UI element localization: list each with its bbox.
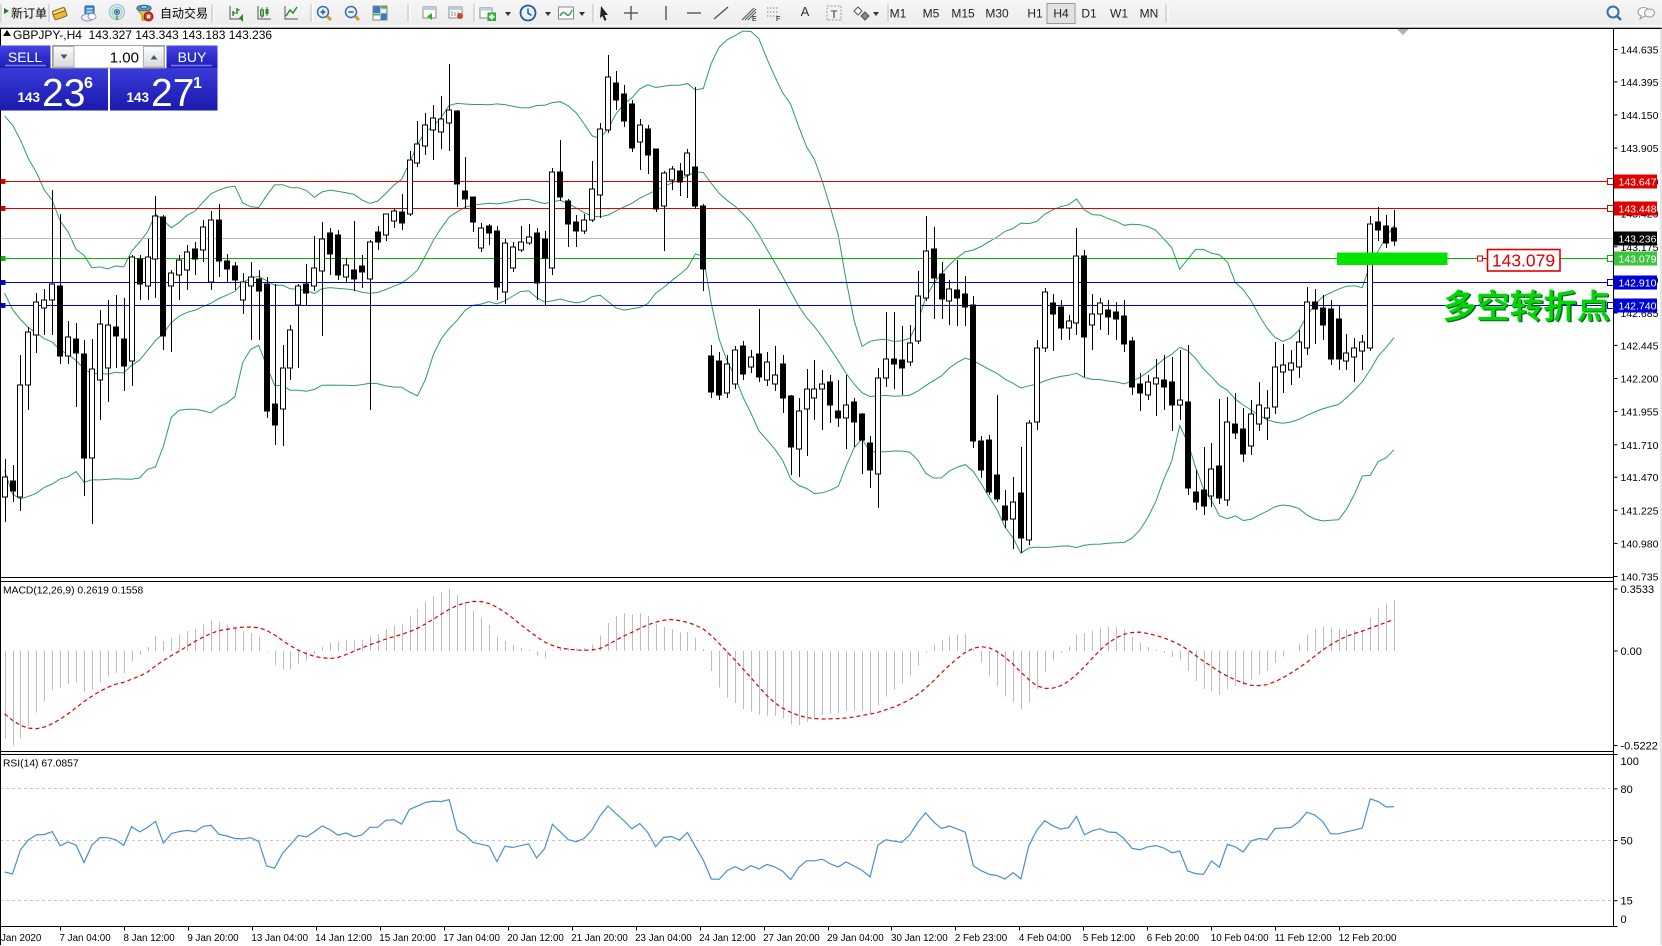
svg-text:4 Feb 04:00: 4 Feb 04:00 bbox=[1019, 933, 1072, 944]
svg-text:MACD(12,26,9) 0.2619 0.1558: MACD(12,26,9) 0.2619 0.1558 bbox=[3, 586, 144, 597]
svg-text:SELL: SELL bbox=[8, 49, 42, 65]
svg-text:142.445: 142.445 bbox=[1621, 340, 1659, 352]
svg-text:143.448: 143.448 bbox=[1619, 204, 1657, 216]
svg-text:M30: M30 bbox=[985, 7, 1009, 21]
svg-text:-0.5222: -0.5222 bbox=[1621, 741, 1658, 753]
svg-text:50: 50 bbox=[1621, 836, 1633, 848]
svg-text:100: 100 bbox=[1621, 756, 1639, 768]
svg-text:自动交易: 自动交易 bbox=[160, 6, 208, 21]
svg-text:F: F bbox=[776, 16, 780, 23]
svg-text:6 Feb 20:00: 6 Feb 20:00 bbox=[1147, 933, 1200, 944]
svg-text:H1: H1 bbox=[1027, 7, 1043, 21]
svg-text:M5: M5 bbox=[923, 7, 940, 21]
svg-text:27 Jan 20:00: 27 Jan 20:00 bbox=[763, 933, 820, 944]
svg-text:9 Jan 20:00: 9 Jan 20:00 bbox=[187, 933, 239, 944]
svg-text:142.740: 142.740 bbox=[1619, 301, 1657, 313]
svg-text:11 Feb 12:00: 11 Feb 12:00 bbox=[1275, 933, 1333, 944]
svg-text:M1: M1 bbox=[890, 7, 907, 21]
svg-text:143: 143 bbox=[126, 90, 149, 105]
svg-text:GBPJPY-,H4 143.327 143.343 14: GBPJPY-,H4 143.327 143.343 143.183 143.2… bbox=[13, 28, 272, 42]
svg-text:15 Jan 20:00: 15 Jan 20:00 bbox=[379, 933, 436, 944]
svg-text:1: 1 bbox=[193, 75, 202, 92]
svg-text:2 Feb 23:00: 2 Feb 23:00 bbox=[955, 933, 1008, 944]
svg-text:14 Jan 12:00: 14 Jan 12:00 bbox=[315, 933, 372, 944]
svg-text:140.980: 140.980 bbox=[1621, 538, 1659, 550]
svg-text:27: 27 bbox=[151, 72, 194, 115]
svg-text:24 Jan 12:00: 24 Jan 12:00 bbox=[699, 933, 756, 944]
svg-text:141.470: 141.470 bbox=[1621, 472, 1659, 484]
svg-text:143.236: 143.236 bbox=[1619, 234, 1657, 246]
svg-text:W1: W1 bbox=[1110, 7, 1128, 21]
svg-text:1.00: 1.00 bbox=[110, 50, 139, 67]
svg-text:6: 6 bbox=[84, 75, 93, 92]
svg-text:21 Jan 20:00: 21 Jan 20:00 bbox=[571, 933, 628, 944]
svg-text:143.079: 143.079 bbox=[1619, 254, 1657, 266]
svg-text:142.200: 142.200 bbox=[1621, 374, 1659, 386]
svg-text:0.3533: 0.3533 bbox=[1621, 584, 1655, 596]
svg-text:10 Feb 04:00: 10 Feb 04:00 bbox=[1211, 933, 1269, 944]
svg-text:143.905: 143.905 bbox=[1621, 143, 1659, 155]
svg-text:141.955: 141.955 bbox=[1621, 407, 1659, 419]
svg-text:141.710: 141.710 bbox=[1621, 440, 1659, 452]
svg-text:T: T bbox=[831, 9, 838, 21]
svg-text:80: 80 bbox=[1621, 784, 1633, 796]
svg-text:12 Feb 20:00: 12 Feb 20:00 bbox=[1339, 933, 1397, 944]
svg-text:143.079: 143.079 bbox=[1492, 251, 1555, 271]
svg-text:30 Jan 12:00: 30 Jan 12:00 bbox=[891, 933, 948, 944]
svg-text:A: A bbox=[801, 4, 810, 19]
svg-text:多空转折点: 多空转折点 bbox=[1445, 289, 1613, 326]
svg-text:23 Jan 04:00: 23 Jan 04:00 bbox=[635, 933, 692, 944]
svg-text:141.225: 141.225 bbox=[1621, 505, 1659, 517]
svg-text:BUY: BUY bbox=[178, 49, 207, 65]
svg-text:5 Feb 12:00: 5 Feb 12:00 bbox=[1083, 933, 1136, 944]
svg-text:15: 15 bbox=[1621, 896, 1633, 908]
svg-text:143: 143 bbox=[17, 90, 40, 105]
svg-text:8 Jan 12:00: 8 Jan 12:00 bbox=[124, 933, 176, 944]
svg-text:RSI(14) 67.0857: RSI(14) 67.0857 bbox=[3, 759, 79, 770]
svg-text:142.910: 142.910 bbox=[1619, 278, 1657, 290]
svg-text:H4: H4 bbox=[1053, 7, 1069, 21]
svg-text:0.00: 0.00 bbox=[1621, 646, 1642, 658]
svg-text:20 Jan 12:00: 20 Jan 12:00 bbox=[507, 933, 564, 944]
svg-text:144.635: 144.635 bbox=[1621, 45, 1659, 57]
svg-text:140.735: 140.735 bbox=[1621, 572, 1659, 584]
svg-text:13 Jan 04:00: 13 Jan 04:00 bbox=[251, 933, 308, 944]
svg-text:MN: MN bbox=[1140, 7, 1159, 21]
svg-text:7 Jan 04:00: 7 Jan 04:00 bbox=[60, 933, 112, 944]
svg-text:0: 0 bbox=[1621, 914, 1627, 926]
svg-text:新订单: 新订单 bbox=[11, 6, 47, 21]
svg-text:144.395: 144.395 bbox=[1621, 77, 1659, 89]
svg-text:17 Jan 04:00: 17 Jan 04:00 bbox=[443, 933, 500, 944]
svg-text:Jan 2020: Jan 2020 bbox=[1, 933, 42, 944]
svg-text:D1: D1 bbox=[1081, 7, 1097, 21]
svg-text:143.647: 143.647 bbox=[1619, 177, 1657, 189]
svg-text:144.150: 144.150 bbox=[1621, 110, 1659, 122]
svg-text:E: E bbox=[752, 16, 757, 23]
svg-text:29 Jan 04:00: 29 Jan 04:00 bbox=[827, 933, 884, 944]
svg-text:23: 23 bbox=[42, 72, 85, 115]
svg-text:M15: M15 bbox=[951, 7, 975, 21]
svg-text:多空转折点: 多空转折点 bbox=[1443, 288, 1611, 325]
